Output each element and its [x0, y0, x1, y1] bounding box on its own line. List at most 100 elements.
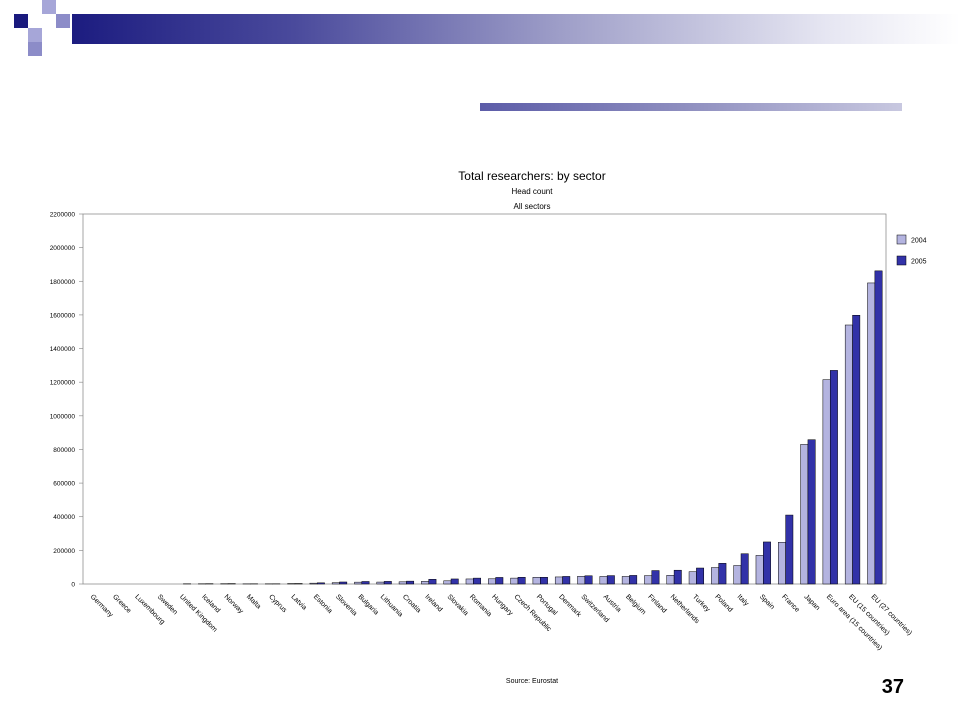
- y-axis: 0 200000 400000 600000 800000 1000000 1200000 1…: [50, 212, 83, 589]
- bar-2005: [651, 570, 660, 585]
- header-square-periwinkle-2: [28, 42, 42, 56]
- bar-2004: [532, 577, 541, 585]
- bar-2004: [577, 576, 586, 585]
- chart-title: Total researchers: by sector: [458, 169, 605, 183]
- bar-2005: [361, 581, 370, 585]
- bar-2004: [822, 379, 831, 585]
- x-category-label: Romania: [468, 593, 493, 618]
- bar-2005: [696, 567, 705, 585]
- bar-2004: [621, 576, 630, 585]
- y-tick-label: 400000: [53, 514, 75, 521]
- bar-2004: [510, 577, 519, 585]
- bar-2005: [540, 577, 548, 585]
- x-category-label: Poland: [713, 593, 733, 613]
- bar-2004: [755, 555, 764, 585]
- y-tick-label: 200000: [53, 548, 75, 555]
- x-category-label: EU (27 countries): [869, 593, 912, 636]
- bar-2005: [473, 577, 481, 585]
- header-square-navy: [14, 14, 28, 28]
- x-category-label: Iceland: [200, 593, 221, 614]
- x-category-label: Slovenia: [334, 593, 358, 617]
- bar-2005: [450, 578, 459, 585]
- bar-2005: [584, 575, 593, 585]
- bar-2004: [733, 565, 742, 585]
- chart-subtitle-2: All sectors: [514, 202, 551, 211]
- bar-2005: [629, 575, 638, 585]
- x-category-label: EU (15 countries): [847, 593, 890, 636]
- legend-swatch-2004: [896, 234, 907, 245]
- x-category-label: Italy: [736, 593, 750, 607]
- y-tick-label: 600000: [53, 481, 75, 488]
- bar-2004: [599, 576, 608, 585]
- x-category-label: Germany: [89, 593, 115, 619]
- bar-2004: [309, 582, 318, 585]
- bar-2005: [718, 563, 727, 585]
- bar-2004: [800, 444, 809, 585]
- x-category-label: Norway: [223, 593, 245, 615]
- x-category-label: Denmark: [557, 593, 582, 618]
- legend-label-2004: 2004: [911, 238, 927, 245]
- header-square-periwinkle: [56, 14, 70, 28]
- header-square-lavender-2: [28, 28, 42, 42]
- bar-2005: [294, 583, 303, 585]
- y-tick-label: 800000: [53, 447, 75, 454]
- x-category-label: Latvia: [289, 593, 307, 611]
- bar-2004: [398, 581, 407, 585]
- bar-2005: [829, 370, 838, 585]
- y-tick-label: 2200000: [50, 212, 76, 219]
- y-tick-label: 1400000: [50, 346, 76, 353]
- y-tick-label: 1000000: [50, 413, 76, 420]
- page-number: 37: [881, 676, 904, 698]
- x-category-label: Greece: [111, 593, 132, 614]
- bar-2004: [354, 581, 363, 585]
- x-category-label: Japan: [803, 593, 822, 612]
- bar-2005: [517, 577, 526, 585]
- legend-swatch-2005: [896, 255, 907, 266]
- header-gradient-bar: [72, 14, 960, 44]
- bar-2005: [763, 541, 771, 585]
- x-category-label: Belgium: [624, 593, 647, 616]
- bar-2005: [495, 577, 504, 585]
- bar-2005: [383, 581, 392, 585]
- x-category-label: Spain: [758, 593, 776, 611]
- bar-2004: [844, 324, 853, 585]
- bar-2004: [778, 542, 786, 585]
- x-category-label: Turkey: [691, 593, 711, 613]
- bar-2004: [711, 567, 719, 585]
- x-category-label: Ireland: [423, 593, 443, 613]
- bar-2004: [376, 581, 385, 585]
- x-category-label: Lithuania: [379, 593, 404, 618]
- bar-2004: [488, 578, 496, 585]
- bar-2004: [443, 580, 452, 585]
- bar-2005: [316, 582, 325, 585]
- bar-2005: [339, 581, 348, 585]
- bar-2005: [673, 569, 682, 585]
- plot-area: [82, 213, 887, 585]
- bar-2004: [554, 576, 563, 585]
- bar-2005: [874, 270, 883, 585]
- bar-2004: [688, 571, 697, 585]
- bar-2005: [852, 315, 861, 585]
- y-tick-label: 1800000: [50, 279, 76, 286]
- accent-gradient-bar: [480, 103, 902, 111]
- bar-2004: [331, 582, 340, 585]
- header-square-lavender: [42, 0, 56, 14]
- x-category-label: Slovakia: [446, 593, 470, 617]
- bar-2005: [785, 514, 794, 585]
- x-category-label: Malta: [245, 593, 262, 610]
- bar-2004: [465, 578, 474, 585]
- bar-2004: [867, 282, 876, 585]
- bar-2005: [740, 553, 749, 585]
- bar-2004: [644, 575, 653, 585]
- x-category-label: Austria: [602, 593, 622, 613]
- x-category-label: Estonia: [312, 593, 334, 615]
- x-category-label: Bulgaria: [356, 593, 379, 616]
- chart-subtitle: Head count: [512, 187, 554, 196]
- y-tick-label: 2000000: [50, 245, 76, 252]
- bar-2005: [562, 576, 571, 585]
- y-tick-label: 1600000: [50, 312, 76, 319]
- legend-label-2005: 2005: [911, 259, 927, 266]
- y-tick-label: 1200000: [50, 380, 76, 387]
